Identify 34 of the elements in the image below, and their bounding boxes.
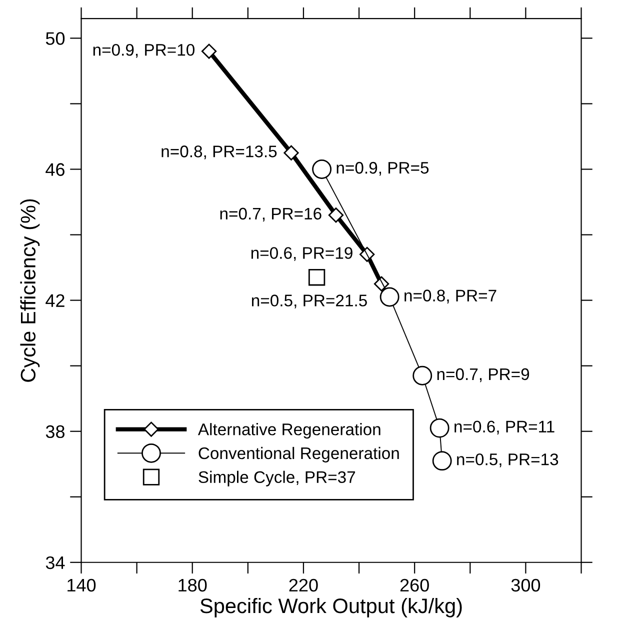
x-tick-label: 300 (511, 578, 540, 592)
point (412, 366, 432, 386)
point (328, 208, 344, 223)
point (380, 287, 400, 307)
point (201, 44, 217, 59)
legend-label: Simple Cycle, PR=37 (198, 470, 356, 486)
x-tick-label: 260 (400, 578, 429, 592)
y-axis-title: Cycle Efficiency (%) (20, 199, 40, 382)
x-axis-title: Specific Work Output (kJ/kg) (200, 598, 462, 618)
annotation: n=0.9, PR=10 (93, 44, 194, 58)
legend-label: Alternative Regeneration (198, 423, 380, 439)
annotation: n=0.9, PR=5 (336, 162, 429, 176)
annotation: n=0.5, PR=21.5 (252, 294, 367, 308)
legend-label: Conventional Regeneration (198, 446, 399, 462)
point (312, 160, 332, 179)
y-tick-label: 38 (46, 425, 64, 438)
annotation: n=0.8, PR=7 (404, 290, 496, 304)
point (308, 269, 326, 286)
x-tick-label: 220 (289, 578, 318, 592)
annotation: n=0.6, PR=11 (454, 420, 554, 434)
point (430, 418, 450, 438)
x-tick-label: 180 (178, 578, 207, 592)
annotation: n=0.7, PR=16 (220, 208, 322, 222)
point (432, 451, 452, 471)
y-tick-label: 34 (46, 556, 65, 570)
y-tick-label: 50 (46, 32, 65, 45)
annotation: n=0.7, PR=9 (437, 368, 530, 382)
y-tick-label: 46 (46, 163, 64, 176)
y-tick-label: 42 (46, 294, 64, 307)
point (284, 145, 299, 160)
annotation: n=0.8, PR=13.5 (162, 146, 277, 160)
x-tick-label: 140 (68, 578, 96, 592)
annotation: n=0.6, PR=19 (251, 247, 352, 261)
annotation: n=0.5, PR=13 (457, 453, 558, 468)
